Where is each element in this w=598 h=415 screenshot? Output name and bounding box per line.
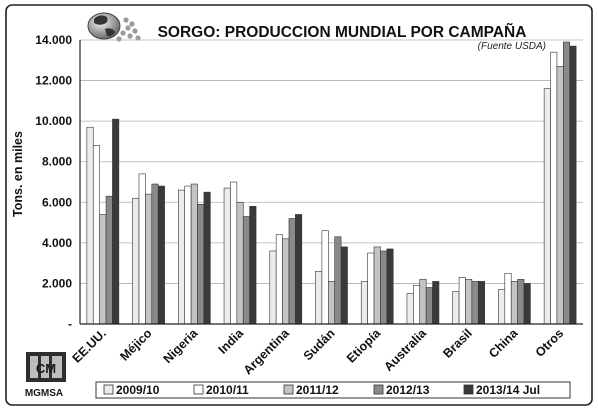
bar — [569, 45, 577, 325]
bar — [190, 183, 198, 325]
bar — [197, 204, 205, 325]
legend-swatch — [373, 384, 384, 395]
bar — [413, 285, 421, 325]
bar — [477, 281, 485, 325]
bar — [380, 250, 388, 325]
chart-subtitle: (Fuente USDA) — [478, 41, 546, 52]
bar — [275, 234, 283, 325]
legend-label: 2009/10 — [116, 383, 160, 397]
bar — [321, 230, 329, 325]
y-tick-label: 4.000 — [42, 236, 72, 250]
mgmsa-logo: CM MGMSA — [25, 352, 66, 399]
legend-box — [95, 381, 571, 399]
bar — [563, 41, 571, 325]
bar — [458, 277, 466, 325]
legend-label: 2011/12 — [296, 383, 339, 397]
legend-swatch — [463, 384, 474, 395]
bars — [86, 41, 577, 325]
legend-swatch — [283, 384, 294, 395]
bar — [145, 193, 153, 325]
y-tick-label: 6.000 — [42, 195, 72, 209]
bar — [498, 289, 506, 325]
bar — [452, 291, 460, 325]
bar — [550, 51, 558, 325]
bar — [99, 214, 107, 325]
y-ticks: - 2.000 4.000 6.000 8.000 10.000 12.000 14.000 — [35, 33, 72, 331]
bar — [112, 118, 120, 325]
y-axis-label: Tons. en miles — [11, 131, 25, 217]
y-tick-label: 8.000 — [42, 155, 72, 169]
bar — [510, 281, 518, 325]
chart-frame — [5, 4, 593, 406]
bar — [203, 191, 211, 325]
legend-label: 2012/13 — [386, 383, 430, 397]
bar — [367, 252, 375, 325]
y-tick-label: 10.000 — [35, 114, 72, 128]
bar — [236, 201, 244, 325]
bar — [230, 181, 238, 325]
bar — [419, 279, 427, 325]
bar — [465, 279, 473, 325]
bar — [151, 183, 159, 325]
bar — [157, 185, 165, 325]
y-tick-label: 14.000 — [35, 33, 72, 47]
bar — [523, 283, 531, 325]
logo-mark: CM — [36, 361, 56, 376]
legend-label: 2010/11 — [206, 383, 249, 397]
bar — [543, 88, 551, 325]
y-tick-label: 12.000 — [35, 74, 72, 88]
bar — [406, 293, 414, 325]
bar — [432, 281, 440, 325]
bar — [360, 281, 368, 325]
bar — [282, 238, 290, 325]
bar — [504, 272, 512, 325]
y-tick-label: - — [68, 317, 72, 331]
bar — [517, 279, 525, 325]
bar — [132, 197, 140, 325]
bar — [184, 185, 192, 325]
legend-swatch — [193, 384, 204, 395]
bar — [340, 246, 348, 325]
bar — [242, 216, 250, 325]
bar — [315, 270, 323, 325]
bar — [334, 236, 342, 325]
legend-swatch — [103, 384, 114, 395]
bar — [86, 126, 94, 325]
logo-text: MGMSA — [25, 388, 63, 399]
bar — [386, 248, 394, 325]
bar — [178, 189, 186, 325]
bar — [295, 214, 303, 325]
y-tick-label: 2.000 — [42, 276, 72, 290]
bar — [92, 145, 100, 325]
bar — [105, 195, 113, 325]
bar — [269, 250, 277, 325]
bar — [288, 218, 296, 325]
bar — [223, 187, 231, 325]
legend-label: 2013/14 Jul — [476, 383, 540, 397]
globe-logo — [87, 12, 141, 42]
bar — [327, 281, 335, 325]
bar — [249, 206, 257, 325]
legend: 2009/10 2010/11 2011/12 2012/13 2013/14 Jul — [103, 383, 540, 397]
bar — [556, 66, 564, 325]
chart-title: SORGO: PRODUCCION MUNDIAL POR CAMPAÑA — [158, 23, 527, 41]
bar — [425, 287, 433, 325]
bar — [138, 173, 146, 325]
bar — [471, 281, 479, 325]
bar — [373, 246, 381, 325]
